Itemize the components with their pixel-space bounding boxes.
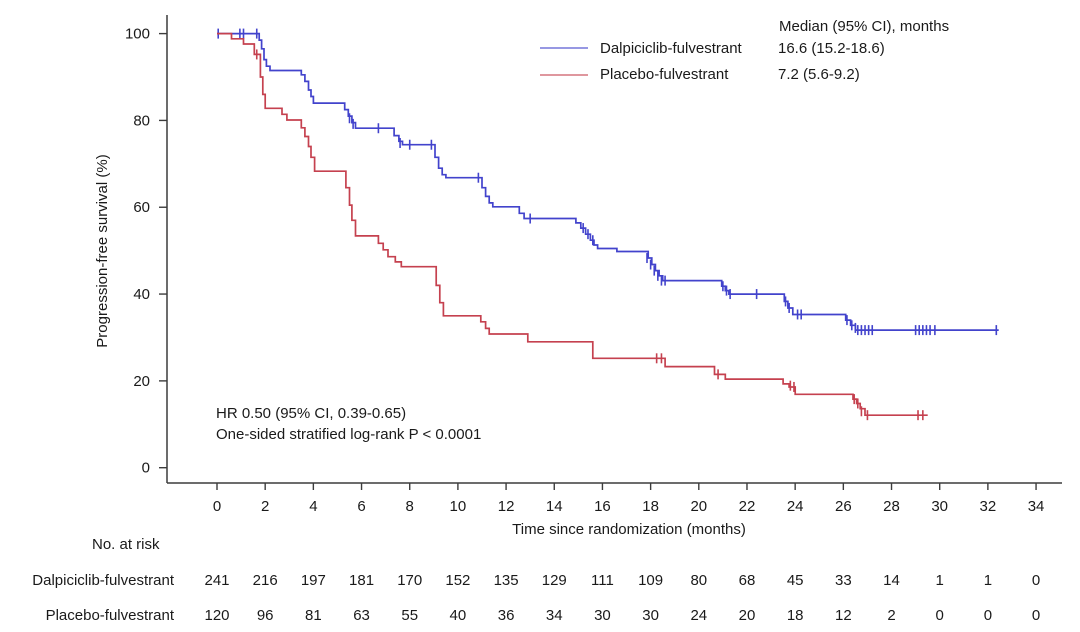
y-tick-label-0: 0	[142, 460, 150, 477]
curve-dalpiciclib-fulvestrant	[217, 32, 999, 331]
risk-count: 181	[349, 572, 375, 589]
risk-count: 0	[935, 607, 944, 624]
x-tick-label-26: 26	[835, 498, 852, 515]
y-tick-label-40: 40	[133, 286, 150, 303]
risk-count: 34	[545, 607, 563, 624]
hr-annotation: HR 0.50 (95% CI, 0.39-0.65) One-sided st…	[216, 403, 481, 445]
x-tick-label-8: 8	[406, 498, 414, 515]
risk-count: 36	[497, 607, 515, 624]
x-tick-label-18: 18	[642, 498, 659, 515]
legend-line-dalpiciclib-icon	[540, 47, 588, 49]
risk-count: 129	[541, 572, 567, 589]
y-tick-label-60: 60	[133, 199, 150, 216]
risk-count: 33	[834, 572, 852, 589]
legend-label-dalpiciclib: Dalpiciclib-fulvestrant	[600, 40, 742, 57]
risk-count: 30	[642, 607, 659, 624]
curve-placebo-fulvestrant	[217, 32, 928, 417]
y-tick-label-20: 20	[133, 373, 150, 390]
risk-count: 109	[638, 572, 664, 589]
risk-count: 2	[887, 607, 896, 624]
x-tick-label-32: 32	[980, 498, 997, 515]
x-tick-label-22: 22	[739, 498, 756, 515]
risk-count: 20	[738, 607, 756, 624]
risk-row-label-placebo: Placebo-fulvestrant	[45, 607, 174, 624]
risk-count: 40	[449, 607, 467, 624]
risk-count: 18	[786, 607, 804, 624]
x-tick-label-34: 34	[1028, 498, 1045, 515]
risk-count: 0	[1031, 607, 1041, 624]
risk-count: 0	[983, 607, 993, 624]
hr-annotation-line2: One-sided stratified log-rank P < 0.0001	[216, 426, 482, 443]
risk-count: 152	[445, 572, 471, 589]
x-tick-label-14: 14	[546, 498, 563, 515]
x-tick-label-20: 20	[690, 498, 707, 515]
x-tick-label-16: 16	[594, 498, 611, 515]
risk-count: 30	[594, 607, 611, 624]
y-tick-label-80: 80	[133, 112, 150, 129]
risk-count: 68	[738, 572, 756, 589]
x-tick-label-12: 12	[498, 498, 515, 515]
risk-count: 216	[252, 572, 278, 589]
risk-count: 197	[300, 572, 326, 589]
risk-count: 80	[690, 572, 708, 589]
risk-count: 45	[786, 572, 804, 589]
x-tick-label-24: 24	[787, 498, 804, 515]
y-tick-label-100: 100	[125, 26, 150, 43]
risk-count: 135	[493, 572, 519, 589]
x-axis-label: Time since randomization (months)	[512, 521, 746, 538]
x-tick-label-0: 0	[213, 498, 221, 515]
risk-count: 63	[353, 607, 370, 624]
risk-count: 96	[256, 607, 274, 624]
risk-count: 111	[591, 572, 614, 589]
legend-label-placebo: Placebo-fulvestrant	[600, 66, 729, 83]
risk-count: 55	[401, 607, 419, 624]
legend-line-placebo-icon	[540, 74, 588, 76]
risk-count: 81	[305, 607, 322, 624]
x-tick-label-2: 2	[261, 498, 269, 515]
x-tick-label-4: 4	[309, 498, 317, 515]
risk-count: 170	[397, 572, 423, 589]
risk-row-label-dalpiciclib: Dalpiciclib-fulvestrant	[32, 572, 174, 589]
risk-count: 1	[983, 572, 993, 589]
risk-count: 1	[935, 572, 944, 589]
risk-table-header: No. at risk	[92, 536, 160, 553]
risk-count: 120	[204, 607, 230, 624]
risk-count: 0	[1031, 572, 1041, 589]
y-axis-label: Progression-free survival (%)	[94, 154, 111, 348]
risk-count: 12	[834, 607, 852, 624]
x-tick-label-6: 6	[357, 498, 365, 515]
legend-median-placebo: 7.2 (5.6-9.2)	[778, 66, 860, 83]
risk-count: 241	[204, 572, 230, 589]
x-tick-label-28: 28	[883, 498, 900, 515]
x-tick-label-10: 10	[450, 498, 467, 515]
risk-count: 14	[883, 572, 900, 589]
risk-count: 24	[690, 607, 708, 624]
legend-median-dalpiciclib: 16.6 (15.2-18.6)	[778, 40, 885, 57]
legend-header: Median (95% CI), months	[779, 18, 950, 35]
hr-annotation-line1: HR 0.50 (95% CI, 0.39-0.65)	[216, 405, 407, 422]
x-tick-label-30: 30	[931, 498, 948, 515]
